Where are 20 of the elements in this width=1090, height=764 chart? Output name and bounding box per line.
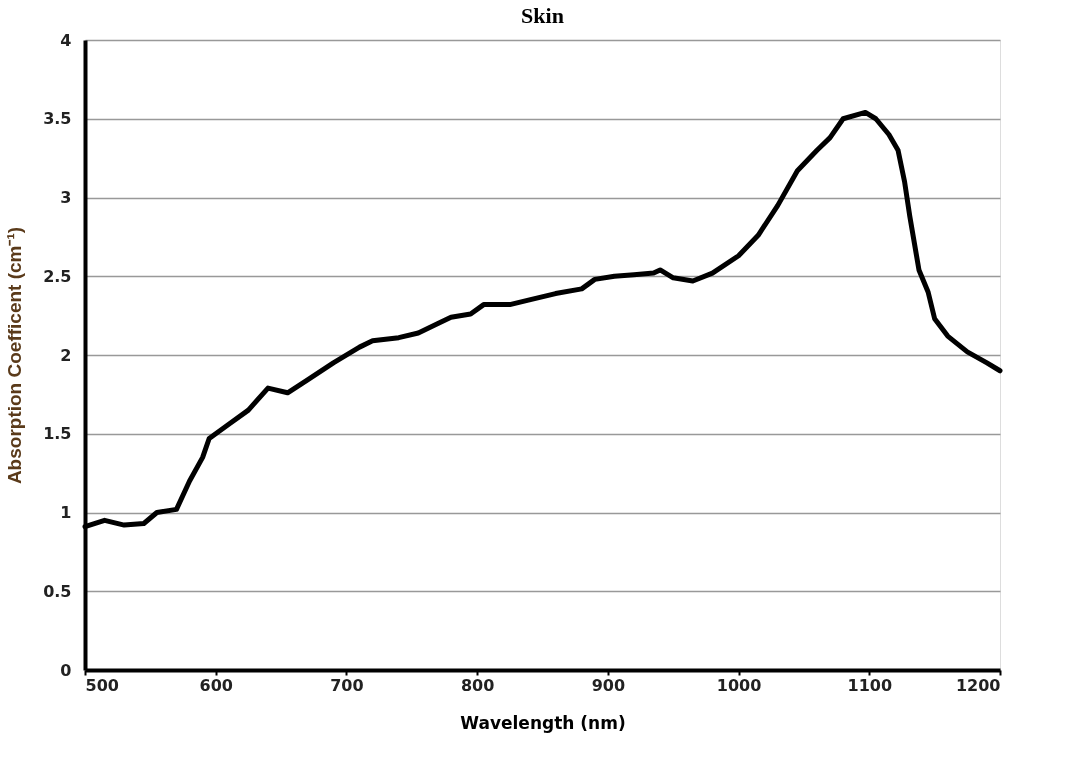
y-tick-label: 3 [60, 188, 72, 207]
y-tick-label: 4 [60, 30, 72, 50]
y-tick-label: 1.5 [43, 424, 72, 444]
x-tick-label: 900 [591, 675, 626, 695]
x-tick-label: 1100 [847, 675, 893, 695]
x-tick-label: 500 [85, 675, 119, 695]
y-tick-label: 3.5 [43, 109, 72, 129]
x-tick-label: 1000 [716, 675, 762, 695]
x-tick-label: 700 [330, 675, 364, 695]
y-tick-label: 2 [60, 345, 72, 365]
x-axis-title: Wavelength (nm) [460, 712, 626, 733]
x-tick-label: 600 [199, 675, 233, 695]
y-tick-label: 0 [60, 660, 72, 680]
x-tick-label: 1200 [955, 675, 1001, 695]
chart-title: Skin [521, 3, 564, 28]
x-tick-label: 800 [460, 675, 495, 695]
y-tick-label: 1 [60, 503, 72, 522]
y-tick-label: 2.5 [43, 266, 72, 286]
y-axis-title: Absorption Coefficent (cm⁻¹) [4, 226, 26, 485]
y-tick-label: 0.5 [43, 581, 72, 601]
